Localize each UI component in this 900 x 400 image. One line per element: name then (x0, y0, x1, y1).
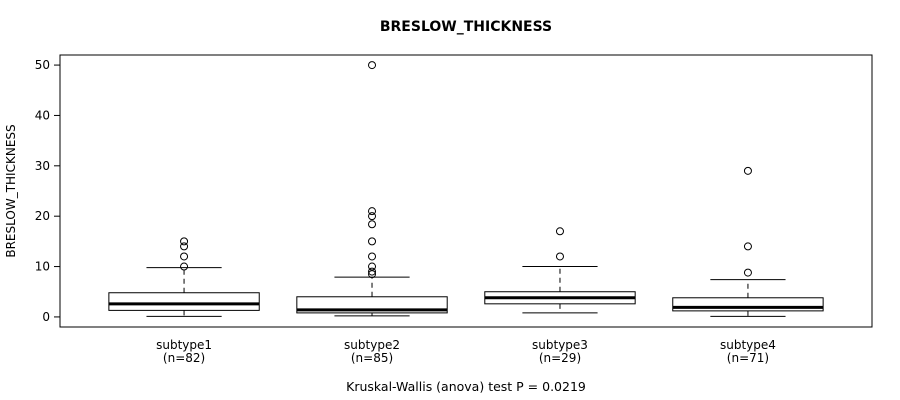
outlier-point (368, 207, 377, 216)
outlier-point (368, 212, 377, 221)
x-category-label: subtype3 (532, 338, 588, 352)
outlier-point (368, 237, 377, 246)
outlier-point (743, 166, 752, 175)
y-axis-label: BRESLOW_THICKNESS (4, 124, 18, 257)
outlier-point (368, 270, 377, 279)
outlier-point (180, 262, 189, 271)
outlier-point (743, 242, 752, 251)
outlier-point (555, 252, 564, 261)
y-tick-label: 50 (35, 58, 50, 72)
chart-title: BRESLOW_THICKNESS (380, 19, 552, 35)
y-tick-label: 0 (42, 310, 50, 324)
outlier-point (368, 252, 377, 261)
x-category-label: subtype1 (156, 338, 212, 352)
kruskal-wallis-caption: Kruskal-Wallis (anova) test P = 0.0219 (346, 379, 586, 394)
y-tick-label: 40 (35, 108, 50, 122)
outlier-point (368, 220, 377, 229)
outlier-point (743, 268, 752, 277)
x-category-label: subtype4 (720, 338, 776, 352)
outlier-point (180, 237, 189, 246)
x-category-count: (n=85) (351, 351, 393, 365)
plot-area: 0 10 20 30 40 50 subtype1(n=82) subtype2(n=85) s… (35, 54, 873, 365)
outlier-point (180, 252, 189, 261)
y-tick-label: 10 (35, 260, 50, 274)
outlier-point (180, 242, 189, 251)
x-category-label: subtype2 (344, 338, 400, 352)
plot-frame (59, 54, 873, 328)
y-tick-label: 30 (35, 159, 50, 173)
outlier-point (555, 227, 564, 236)
outlier-point (368, 267, 377, 276)
x-category-count: (n=82) (163, 351, 205, 365)
iqr-box (672, 297, 824, 312)
y-tick-label: 20 (35, 209, 50, 223)
iqr-box (108, 292, 260, 311)
outlier-point (368, 262, 377, 271)
outlier-point (368, 61, 377, 70)
x-category-count: (n=71) (727, 351, 769, 365)
x-category-count: (n=29) (539, 351, 581, 365)
